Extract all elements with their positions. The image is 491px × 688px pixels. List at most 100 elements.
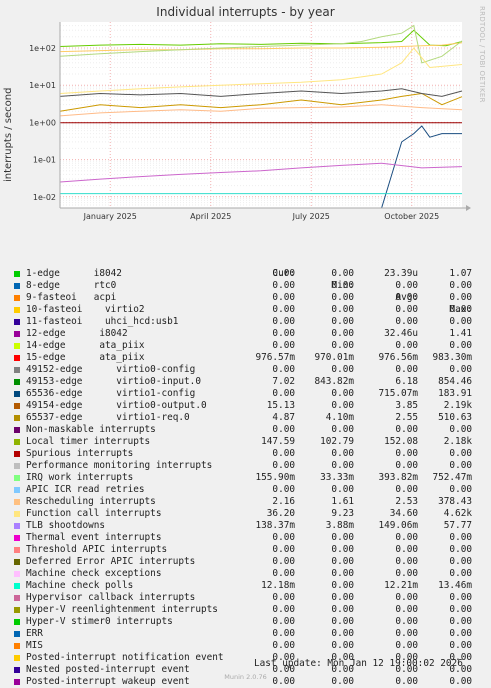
legend-min: 102.79 (320, 436, 354, 447)
legend-min: 0.00 (331, 580, 354, 591)
legend-max: 4.62k (443, 508, 472, 519)
series-line (59, 88, 463, 97)
legend-max: 0.00 (449, 304, 472, 315)
legend-avg: 0.00 (395, 592, 418, 603)
legend-row: TLB shootdowns 138.37m 3.88m 149.06m 57.77 (12, 520, 482, 532)
legend-min: 0.00 (331, 364, 354, 375)
legend-max: 0.00 (449, 460, 472, 471)
legend-row: Performance monitoring interrupts 0.00 0.0… (12, 460, 482, 472)
legend-min: 0.00 (331, 532, 354, 543)
legend-max: 0.00 (449, 616, 472, 627)
legend-cur: 0.00 (272, 640, 295, 651)
legend-avg: 0.00 (395, 556, 418, 567)
munin-version: Munin 2.0.76 (224, 673, 267, 681)
legend-swatch (14, 415, 20, 421)
legend-max: 854.46 (438, 376, 472, 387)
legend-swatch (14, 319, 20, 325)
legend-swatch (14, 451, 20, 457)
legend-row: Local timer interrupts 147.59 102.79 152.08… (12, 436, 482, 448)
legend-swatch (14, 427, 20, 433)
legend-table: Cur: Min: Avg: Max: 1-edge i8042 0.00 0.00… (12, 256, 482, 688)
legend-avg: 149.06m (378, 520, 418, 531)
chart-title: Individual interrupts - by year (156, 5, 335, 19)
legend-name: Non-maskable interrupts (26, 424, 156, 435)
legend-swatch (14, 607, 20, 613)
legend-name: 49152-edge virtio0-config (26, 364, 196, 375)
legend-avg: 0.00 (395, 304, 418, 315)
legend-cur: 0.00 (272, 364, 295, 375)
legend-max: 57.77 (443, 520, 472, 531)
series-line (59, 47, 463, 94)
legend-min: 0.00 (331, 592, 354, 603)
series-line (59, 42, 463, 53)
legend-name: Machine check polls (26, 580, 134, 591)
legend-row: Deferred Error APIC interrupts 0.00 0.00 0.… (12, 556, 482, 568)
legend-row: Threshold APIC interrupts 0.00 0.00 0.00 0.0… (12, 544, 482, 556)
y-tick-label: 1e+00 (29, 118, 56, 127)
legend-swatch (14, 547, 20, 553)
legend-swatch (14, 679, 20, 685)
legend-min: 0.00 (331, 604, 354, 615)
legend-max: 183.91 (438, 388, 472, 399)
legend-cur: 155.90m (255, 472, 295, 483)
legend-min: 0.00 (331, 424, 354, 435)
legend-cur: 0.00 (272, 268, 295, 279)
legend-min: 0.00 (331, 292, 354, 303)
rrdtool-credit: RRDTOOL / TOBI OETIKER (478, 6, 486, 103)
legend-cur: 0.00 (272, 628, 295, 639)
legend-row: 10-fasteoi virtio2 0.00 0.00 0.00 0.00 (12, 304, 482, 316)
legend-swatch (14, 271, 20, 277)
legend-max: 0.00 (449, 532, 472, 543)
legend-name: Performance monitoring interrupts (26, 460, 213, 471)
grid (60, 22, 462, 208)
legend-row: Posted-interrupt notification event 0.00 0… (12, 652, 482, 664)
legend-swatch (14, 499, 20, 505)
legend-rows: 1-edge i8042 0.00 0.00 23.39u 1.07 8-edge rtc… (12, 268, 482, 688)
x-axis-arrow (466, 205, 471, 211)
legend-name: Posted-interrupt notification event (26, 652, 224, 663)
legend-min: 0.00 (331, 628, 354, 639)
legend-avg: 23.39u (384, 268, 418, 279)
legend-row: Hyper-V reenlightenment interrupts 0.00 0.… (12, 604, 482, 616)
legend-min: 0.00 (331, 460, 354, 471)
legend-avg: 6.18 (395, 376, 418, 387)
y-tick-label: 1e-01 (33, 156, 56, 165)
legend-max: 983.30m (432, 352, 472, 363)
x-tick-label: October 2025 (384, 212, 439, 221)
legend-cur: 0.00 (272, 448, 295, 459)
legend-max: 0.00 (449, 544, 472, 555)
legend-min: 0.00 (331, 484, 354, 495)
legend-cur: 0.00 (272, 676, 295, 687)
legend-min: 3.88m (325, 520, 354, 531)
legend-min: 1.61 (331, 496, 354, 507)
legend-min: 0.00 (331, 544, 354, 555)
legend-row: Thermal event interrupts 0.00 0.00 0.00 0.00 (12, 532, 482, 544)
interrupts-chart: 1e-02 1e-01 1e+00 1e+01 1e+02 January 2025 Ap… (29, 22, 471, 221)
legend-min: 970.01m (314, 352, 354, 363)
legend-cur: 147.59 (261, 436, 295, 447)
legend-avg: 0.00 (395, 340, 418, 351)
legend-name: Nested posted-interrupt event (26, 664, 190, 675)
legend-min: 0.00 (331, 268, 354, 279)
legend-name: Deferred Error APIC interrupts (26, 556, 196, 567)
legend-name: 15-edge ata_piix (26, 352, 145, 363)
legend-name: Machine check exceptions (26, 568, 162, 579)
legend-max: 0.00 (449, 664, 472, 675)
legend-cur: 0.00 (272, 328, 295, 339)
legend-cur: 0.00 (272, 280, 295, 291)
legend-row: 65536-edge virtio1-config 0.00 0.00 715.07m… (12, 388, 482, 400)
legend-name: TLB shootdowns (26, 520, 106, 531)
legend-cur: 0.00 (272, 664, 295, 675)
legend-name: 49154-edge virtio0-output.0 (26, 400, 207, 411)
legend-swatch (14, 595, 20, 601)
legend-avg: 0.00 (395, 640, 418, 651)
y-tick-label: 1e+02 (29, 44, 56, 53)
legend-swatch (14, 583, 20, 589)
legend-max: 378.43 (438, 496, 472, 507)
legend-row: IRQ work interrupts 155.90m 33.33m 393.82m 7… (12, 472, 482, 484)
legend-max: 0.00 (449, 364, 472, 375)
legend-name: 1-edge i8042 (26, 268, 122, 279)
legend-min: 0.00 (331, 280, 354, 291)
legend-max: 13.46m (438, 580, 472, 591)
legend-max: 752.47m (432, 472, 472, 483)
